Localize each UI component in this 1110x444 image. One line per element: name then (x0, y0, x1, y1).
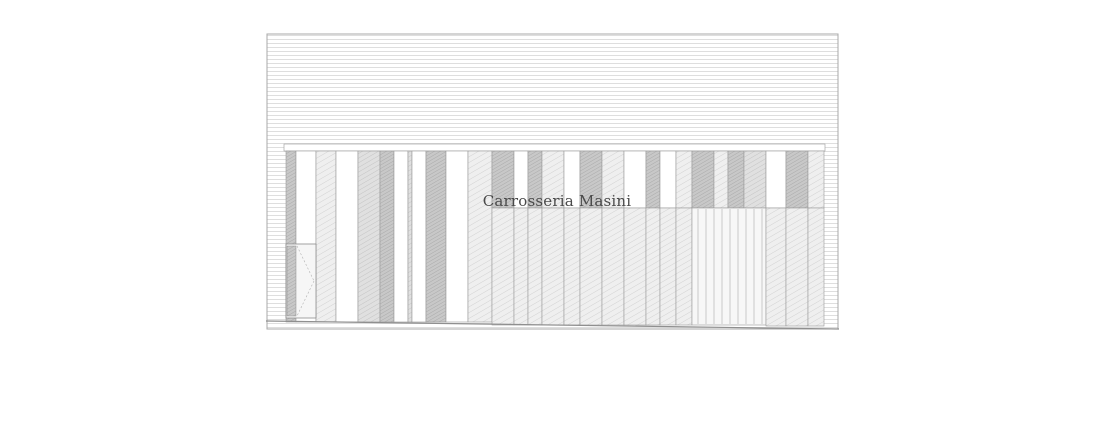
door-panel (563, 207, 581, 326)
garage-door-band (491, 207, 825, 327)
upper-panel (713, 150, 729, 209)
door-panel (579, 207, 603, 326)
upper-panel (807, 150, 825, 209)
door-panel (491, 207, 515, 326)
facade-panel (407, 150, 413, 323)
entrance-door (285, 243, 317, 319)
door-panel (601, 207, 625, 326)
facade-panel (393, 150, 409, 323)
upper-panel (675, 150, 693, 209)
door-panel (675, 207, 693, 326)
facade-panel (425, 150, 447, 323)
upper-panel (727, 150, 745, 209)
upper-panel (659, 150, 677, 209)
upper-panel (691, 150, 715, 209)
slatted-door (691, 207, 767, 326)
facade-panel (315, 150, 337, 323)
facade-panel (445, 150, 469, 323)
door-panel (765, 207, 787, 327)
upper-panel (743, 150, 767, 209)
door-panel (659, 207, 677, 326)
facade-panel (357, 150, 381, 323)
facade-panel (411, 150, 427, 323)
door-panel (645, 207, 661, 326)
facade-panel (467, 150, 493, 323)
door-panel (513, 207, 529, 326)
upper-panel (785, 150, 809, 209)
door-panel (807, 207, 825, 327)
facade-panel (379, 150, 395, 323)
door-panel (527, 207, 543, 326)
ground-line (265, 320, 840, 330)
upper-panel (645, 150, 661, 209)
panel-band-cap (283, 143, 826, 152)
vertical-panel-band (283, 143, 826, 323)
upper-panel (765, 150, 787, 209)
door-panel (541, 207, 565, 326)
door-panel (623, 207, 647, 326)
door-panel (785, 207, 809, 327)
facade-panel (335, 150, 359, 323)
company-sign: Carrosseria Masini (483, 192, 632, 210)
